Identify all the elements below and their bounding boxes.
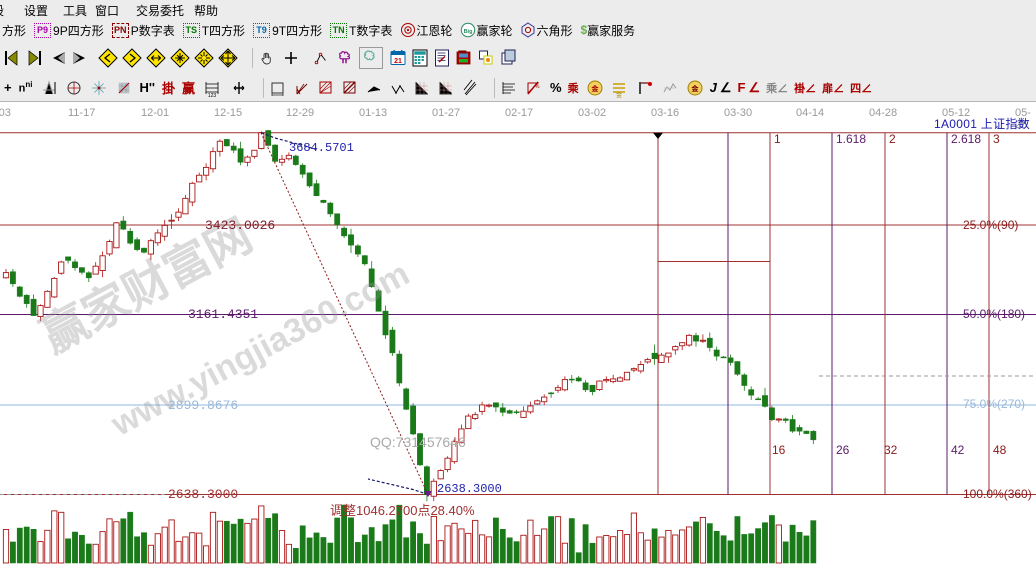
svg-text:金: 金 xyxy=(590,84,599,93)
svg-text:%: % xyxy=(535,84,540,90)
svg-text:金: 金 xyxy=(690,84,699,93)
svg-text:21: 21 xyxy=(394,58,402,65)
svg-text:123: 123 xyxy=(208,93,217,98)
svg-text:Big: Big xyxy=(464,29,473,35)
svg-text:金: 金 xyxy=(616,91,622,98)
